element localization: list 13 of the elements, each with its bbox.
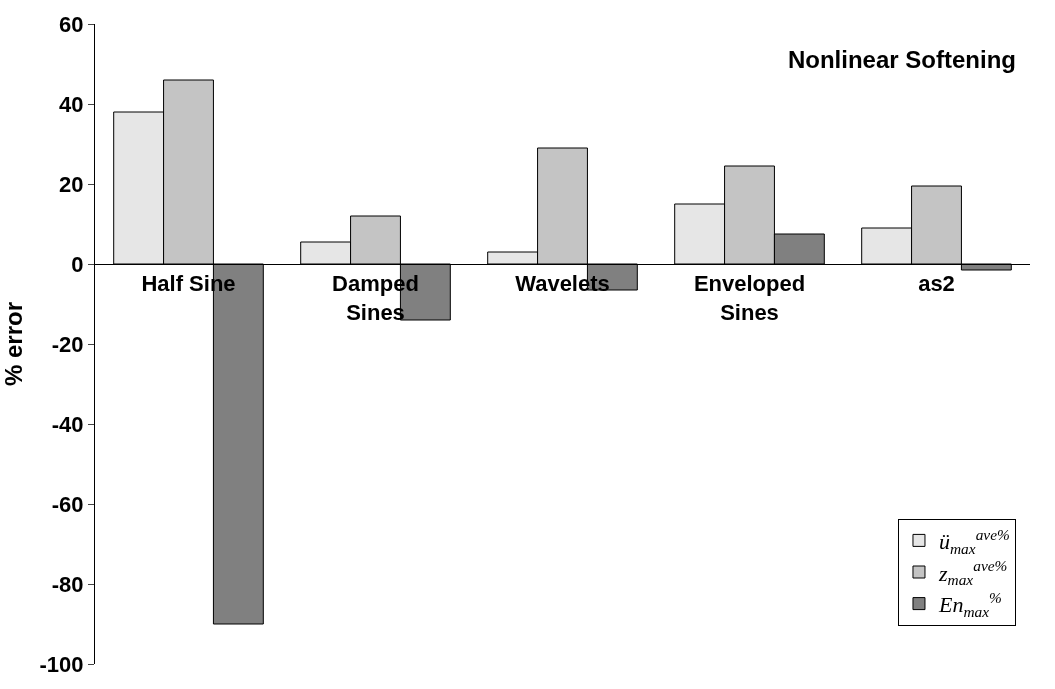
y-tick-label: 60 [59, 11, 84, 37]
y-tick-label: -100 [39, 651, 84, 677]
y-tick-label: -20 [51, 331, 84, 357]
y-tick-label: 0 [71, 251, 84, 277]
y-axis-title: % error [0, 301, 27, 387]
y-tick-label: -40 [51, 411, 84, 437]
x-tick-label: Enveloped Sines [693, 271, 806, 325]
text: Nonlinear Softening [787, 46, 1016, 74]
y-tick-label: -60 [51, 491, 84, 517]
y-tick-label: -80 [51, 571, 84, 597]
y-tick-label: 40 [59, 91, 84, 117]
x-tick-label: as2 [918, 271, 955, 297]
y-tick-label: 20 [59, 171, 84, 197]
